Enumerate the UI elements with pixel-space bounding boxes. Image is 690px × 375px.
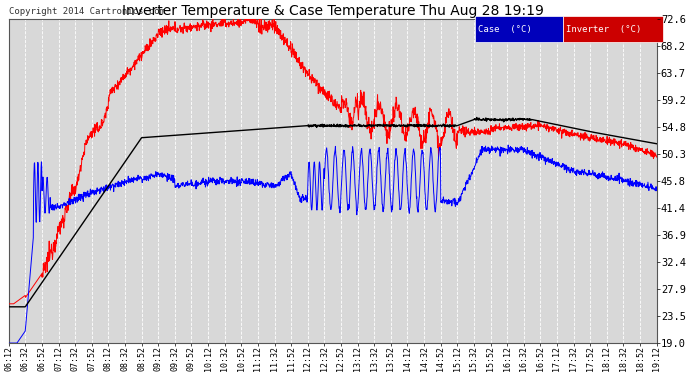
FancyBboxPatch shape [563, 16, 663, 42]
Text: Copyright 2014 Cartronics.com: Copyright 2014 Cartronics.com [9, 7, 165, 16]
Text: Case  (°C): Case (°C) [478, 24, 532, 33]
Title: Inverter Temperature & Case Temperature Thu Aug 28 19:19: Inverter Temperature & Case Temperature … [121, 4, 544, 18]
Text: Inverter  (°C): Inverter (°C) [566, 24, 641, 33]
FancyBboxPatch shape [475, 16, 563, 42]
